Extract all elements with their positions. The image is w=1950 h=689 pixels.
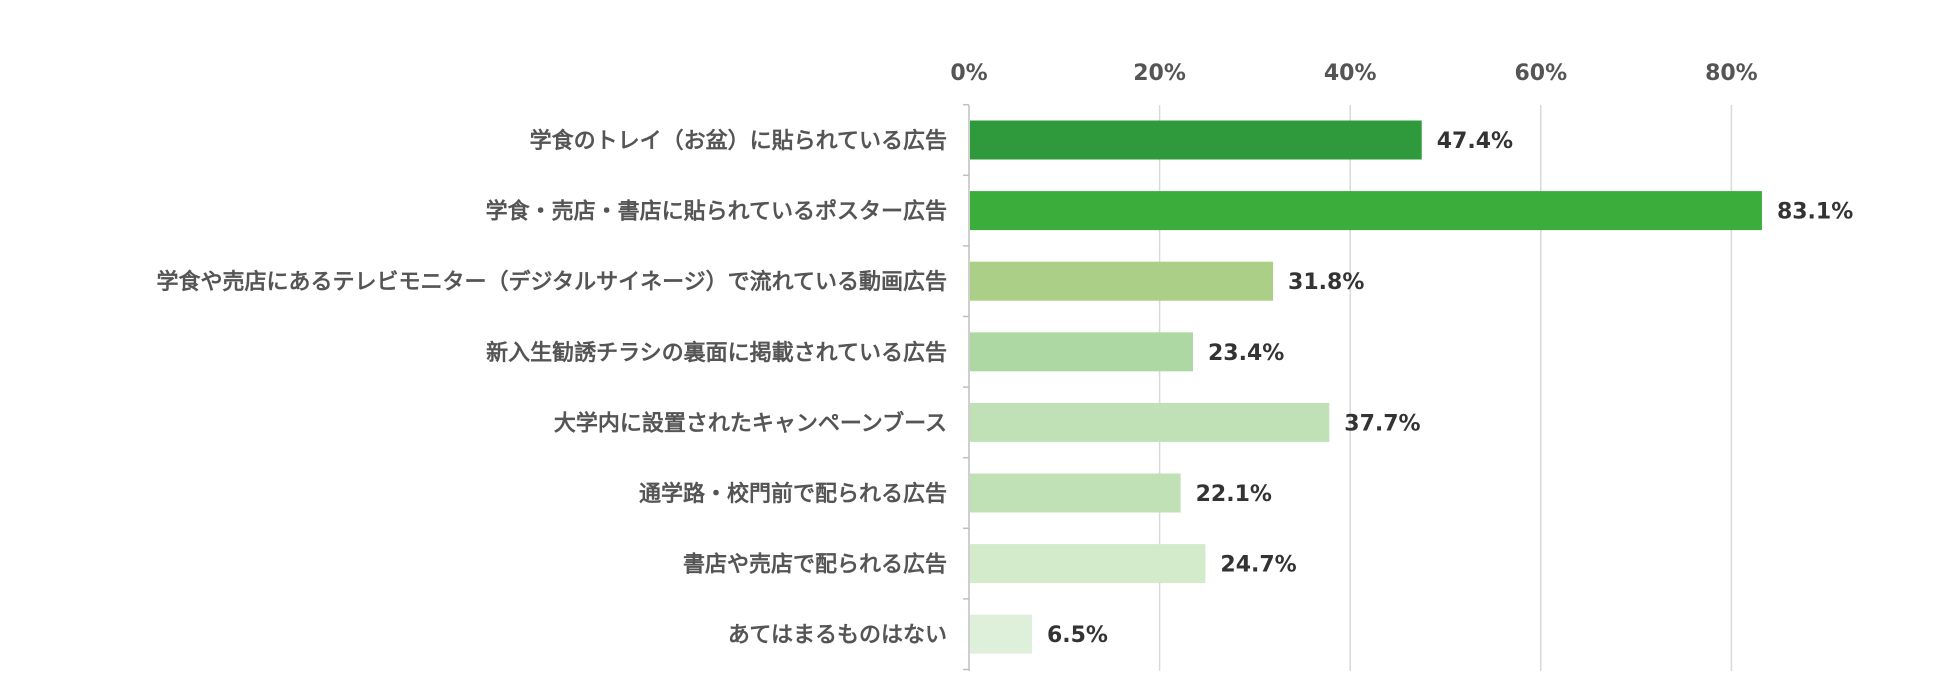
bar — [970, 544, 1206, 584]
x-tick-label: 80% — [1705, 61, 1758, 86]
category-label: 学食や売店にあるテレビモニター（デジタルサイネージ）で流れている動画広告 — [157, 269, 947, 295]
bar — [970, 261, 1274, 301]
data-label: 24.7% — [1220, 553, 1296, 578]
bar — [970, 473, 1181, 513]
data-label: 23.4% — [1208, 341, 1284, 366]
x-tick-label: 0% — [950, 61, 987, 86]
bar — [970, 191, 1762, 231]
data-labels: 47.4% 83.1% 31.8% 23.4% 37.7% 22.1% 24.7% 6.5% — [1047, 129, 1853, 648]
category-label: 学食・売店・書店に貼られているポスター広告 — [486, 199, 947, 225]
category-label: 通学路・校門前で配られる広告 — [639, 481, 947, 507]
x-axis-ticks: 0% 20% 40% 60% 80% — [950, 61, 1757, 86]
x-tick-label: 20% — [1133, 61, 1186, 86]
category-label: あてはまるものはない — [728, 623, 947, 648]
x-tick-label: 40% — [1324, 61, 1377, 86]
data-label: 22.1% — [1196, 482, 1272, 507]
category-label: 書店や売店で配られる広告 — [683, 552, 947, 578]
category-label: 新入生勧誘チラシの裏面に掲載されている広告 — [486, 340, 947, 366]
data-label: 6.5% — [1047, 623, 1108, 648]
bar — [970, 402, 1330, 442]
x-tick-label: 60% — [1514, 61, 1567, 86]
bar — [970, 332, 1194, 372]
category-labels: 学食のトレイ（お盆）に貼られている広告学食・売店・書店に貼られているポスター広告… — [157, 128, 947, 648]
data-label: 31.8% — [1288, 270, 1364, 295]
data-label: 83.1% — [1777, 200, 1853, 225]
bar — [970, 120, 1422, 160]
category-label: 大学内に設置されたキャンペーンブース — [554, 410, 947, 436]
bars — [970, 120, 1762, 654]
gridlines — [963, 103, 1733, 671]
category-label: 学食のトレイ（お盆）に貼られている広告 — [530, 128, 947, 154]
data-label: 37.7% — [1344, 411, 1420, 436]
data-label: 47.4% — [1437, 129, 1513, 154]
bar — [970, 614, 1032, 654]
